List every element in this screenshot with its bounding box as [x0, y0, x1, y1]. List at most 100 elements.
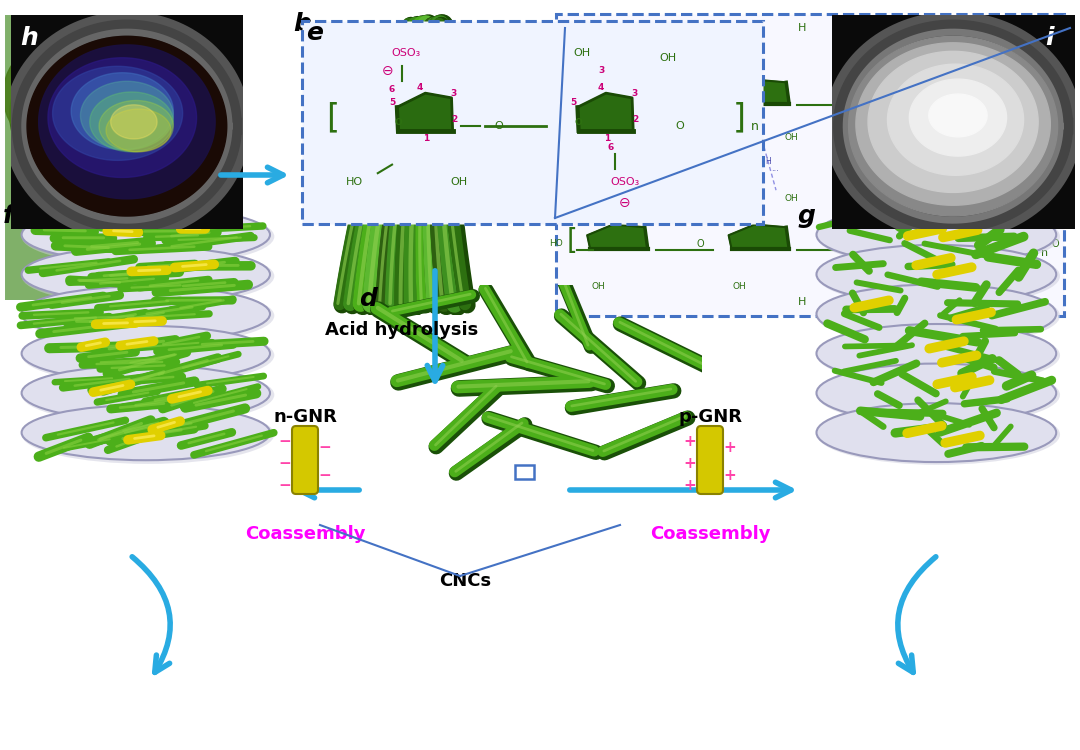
Text: OH: OH: [450, 177, 468, 187]
Circle shape: [90, 38, 134, 94]
Circle shape: [43, 83, 79, 129]
Text: OH: OH: [591, 281, 605, 290]
Text: +: +: [684, 434, 697, 449]
Ellipse shape: [22, 405, 270, 460]
Text: e: e: [307, 22, 324, 46]
Text: ···: ···: [630, 166, 637, 176]
Text: n: n: [1040, 248, 1048, 258]
Circle shape: [71, 29, 160, 143]
Polygon shape: [588, 80, 648, 104]
Text: [: [: [566, 226, 577, 254]
Ellipse shape: [22, 207, 270, 262]
Text: O: O: [575, 118, 582, 127]
Polygon shape: [588, 224, 648, 249]
Text: ···: ···: [771, 166, 779, 176]
Text: OH: OH: [644, 194, 658, 202]
Text: f: f: [3, 204, 14, 228]
Polygon shape: [81, 81, 173, 150]
Polygon shape: [849, 37, 1057, 216]
Polygon shape: [396, 93, 453, 130]
Ellipse shape: [818, 404, 1061, 465]
Text: OH: OH: [591, 46, 605, 55]
Text: OH: OH: [573, 49, 591, 58]
Polygon shape: [39, 45, 215, 199]
Text: Acid hydrolysis: Acid hydrolysis: [325, 321, 478, 339]
Text: 1: 1: [604, 134, 610, 143]
Text: n: n: [751, 120, 758, 133]
Text: Coassembly: Coassembly: [245, 525, 365, 543]
Text: 6: 6: [608, 143, 613, 152]
Text: p-GNR: p-GNR: [678, 408, 742, 426]
Text: −: −: [319, 440, 332, 455]
Ellipse shape: [22, 405, 274, 464]
Polygon shape: [27, 37, 227, 216]
Text: OH: OH: [927, 134, 940, 142]
Text: 4: 4: [597, 82, 604, 92]
Text: OH: OH: [785, 134, 798, 142]
Ellipse shape: [818, 325, 1061, 386]
Ellipse shape: [816, 206, 1056, 264]
Circle shape: [156, 58, 231, 154]
Text: H: H: [912, 158, 918, 166]
Text: 5: 5: [390, 98, 395, 107]
Text: h: h: [21, 26, 38, 50]
Ellipse shape: [818, 285, 1061, 346]
Circle shape: [121, 44, 200, 146]
Text: Coassembly: Coassembly: [650, 525, 770, 543]
Text: ⊖: ⊖: [619, 196, 631, 210]
Text: ]: ]: [1027, 82, 1038, 110]
Text: ···: ···: [991, 166, 999, 176]
Text: ···: ···: [918, 166, 926, 176]
Text: OH: OH: [927, 194, 940, 202]
Circle shape: [60, 58, 172, 200]
Polygon shape: [90, 92, 173, 152]
Text: OSO₃: OSO₃: [610, 177, 639, 187]
Circle shape: [100, 66, 153, 135]
Text: OH: OH: [874, 281, 888, 290]
Text: OSO₃: OSO₃: [392, 49, 421, 58]
Text: m: m: [1040, 104, 1052, 113]
Text: O: O: [697, 94, 704, 104]
Text: +: +: [684, 478, 697, 493]
Text: O: O: [838, 94, 846, 104]
Text: ···: ···: [850, 166, 858, 176]
Text: H: H: [843, 158, 850, 166]
Polygon shape: [110, 105, 157, 139]
Polygon shape: [909, 80, 1007, 156]
Text: a: a: [12, 23, 29, 47]
Text: ⊖: ⊖: [381, 64, 393, 77]
Text: H: H: [985, 158, 991, 166]
Polygon shape: [729, 80, 789, 104]
Text: ···: ···: [703, 166, 711, 176]
Text: HO: HO: [549, 94, 563, 104]
Polygon shape: [868, 51, 1038, 193]
Text: H: H: [698, 158, 703, 166]
Text: O: O: [838, 238, 846, 249]
Polygon shape: [71, 73, 173, 150]
Text: 1: 1: [423, 134, 430, 143]
Polygon shape: [856, 43, 1050, 206]
Text: −: −: [319, 467, 332, 482]
Text: 5: 5: [570, 98, 577, 107]
Text: n-GNR: n-GNR: [273, 408, 337, 426]
Ellipse shape: [22, 286, 274, 345]
Text: d: d: [359, 286, 377, 310]
Ellipse shape: [22, 247, 270, 302]
Text: OH: OH: [732, 281, 746, 290]
Text: OH: OH: [659, 53, 676, 63]
Circle shape: [32, 35, 111, 137]
Text: HO: HO: [549, 239, 563, 248]
Text: b: b: [293, 12, 311, 36]
Text: +: +: [724, 440, 737, 455]
Ellipse shape: [818, 206, 1061, 267]
Text: OH: OH: [785, 194, 798, 202]
Circle shape: [10, 58, 98, 172]
Text: 3: 3: [631, 88, 637, 98]
Polygon shape: [729, 224, 789, 249]
Text: +: +: [684, 457, 697, 472]
Polygon shape: [870, 224, 931, 249]
Text: ]: ]: [1027, 226, 1038, 254]
Text: H: H: [798, 297, 807, 307]
Polygon shape: [106, 109, 171, 152]
Polygon shape: [578, 93, 633, 130]
